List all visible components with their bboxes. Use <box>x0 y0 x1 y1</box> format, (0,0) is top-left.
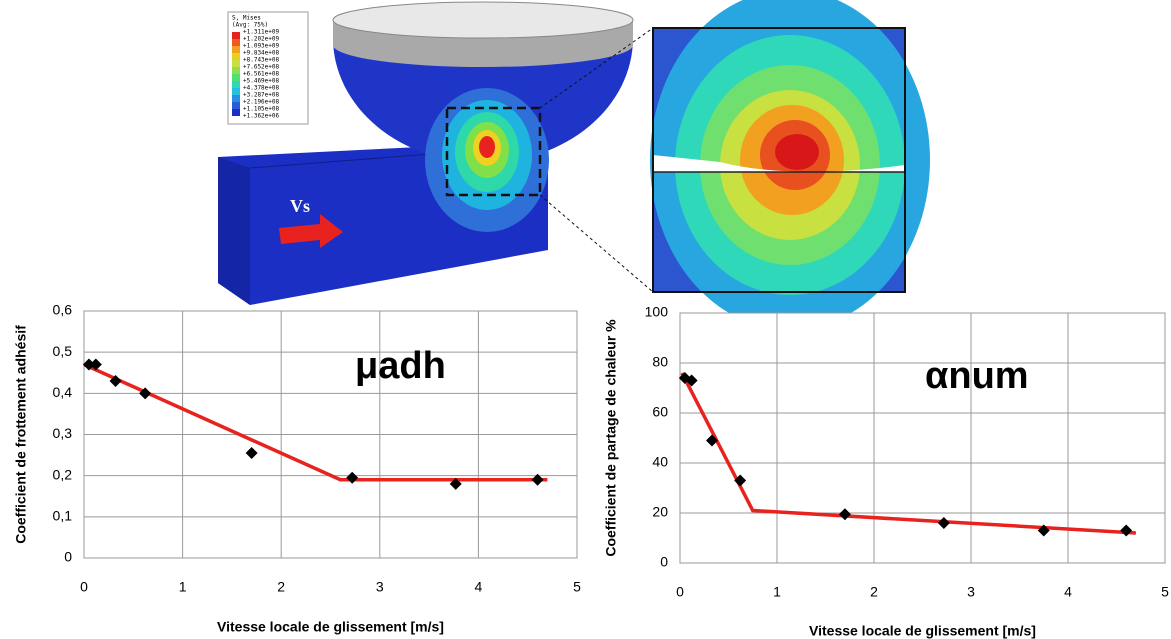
legend-swatch <box>232 60 240 67</box>
legend-value: +1.311e+09 <box>243 29 280 36</box>
y-tick-label: 80 <box>652 354 668 370</box>
legend-value: +1.202e+09 <box>243 36 280 43</box>
workpiece-side <box>218 157 250 305</box>
y-tick-label: 60 <box>652 404 668 420</box>
x-tick-label: 4 <box>1064 584 1072 600</box>
y-axis-label: Coefficient de partage de chaleur % <box>603 319 619 557</box>
legend-swatch <box>232 95 240 102</box>
x-tick-label: 5 <box>1161 584 1169 600</box>
legend-swatch <box>232 109 240 116</box>
legend-swatch <box>232 102 240 109</box>
legend-swatch <box>232 67 240 74</box>
x-tick-label: 5 <box>573 579 581 595</box>
y-tick-label: 0,4 <box>53 384 73 400</box>
x-tick-label: 2 <box>277 579 285 595</box>
y-tick-label: 0,3 <box>53 425 73 441</box>
y-tick-label: 0,5 <box>53 343 73 359</box>
legend-value: +1.093e+09 <box>243 43 280 50</box>
y-tick-label: 20 <box>652 504 668 520</box>
legend-swatch <box>232 53 240 60</box>
legend-value: +6.561e+08 <box>243 71 280 78</box>
x-tick-label: 1 <box>773 584 781 600</box>
legend-swatch <box>232 88 240 95</box>
x-tick-label: 4 <box>475 579 483 595</box>
legend-value: +9.834e+08 <box>243 50 280 57</box>
y-tick-label: 0,1 <box>53 508 73 524</box>
legend-swatch <box>232 46 240 53</box>
annotation: αnum <box>925 355 1029 397</box>
x-tick-label: 0 <box>80 579 88 595</box>
x-tick-label: 2 <box>870 584 878 600</box>
x-axis-label: Vitesse locale de glissement [m/s] <box>217 619 444 635</box>
legend-value: +5.469e+08 <box>243 78 280 85</box>
x-axis-label: Vitesse locale de glissement [m/s] <box>809 623 1036 639</box>
y-tick-label: 0 <box>660 554 668 570</box>
legend-title: (Avg: 75%) <box>232 22 268 29</box>
contour-legend: S, Mises (Avg: 75%) +1.311e+09+1.202e+09… <box>228 12 308 124</box>
legend-value: +4.378e+08 <box>243 85 280 92</box>
legend-value: +8.743e+08 <box>243 57 280 64</box>
figure: Vs S, Mises (Avg: 75%) +1.311e+09+1.202e… <box>0 0 1171 639</box>
y-axis-label: Coefficient de frottement adhésif <box>13 325 29 544</box>
arrow-label: Vs <box>290 196 310 216</box>
x-tick-label: 1 <box>179 579 187 595</box>
plot-area <box>680 313 1165 563</box>
legend-swatch <box>232 81 240 88</box>
legend-swatch <box>232 74 240 81</box>
y-tick-label: 100 <box>645 304 669 320</box>
legend-value: +1.362e+06 <box>243 113 280 120</box>
legend-swatch <box>232 32 240 39</box>
zoom-panel <box>650 0 930 330</box>
annotation: μadh <box>355 345 446 387</box>
zoom-link <box>540 195 653 292</box>
legend-value: +1.105e+08 <box>243 106 280 113</box>
legend-value: +7.652e+08 <box>243 64 280 71</box>
contour <box>775 134 819 170</box>
x-tick-label: 3 <box>376 579 384 595</box>
y-tick-label: 0,6 <box>53 302 73 318</box>
y-tick-label: 40 <box>652 454 668 470</box>
y-tick-label: 0 <box>64 549 72 565</box>
x-tick-label: 0 <box>676 584 684 600</box>
y-tick-label: 0,2 <box>53 466 73 482</box>
tool-top <box>333 2 633 38</box>
x-tick-label: 3 <box>967 584 975 600</box>
fe-illustration: Vs S, Mises (Avg: 75%) +1.311e+09+1.202e… <box>218 0 930 330</box>
contour <box>479 136 495 158</box>
legend-value: +2.196e+08 <box>243 99 280 106</box>
legend-swatch <box>232 39 240 46</box>
legend-title: S, Mises <box>232 15 261 22</box>
legend-value: +3.287e+08 <box>243 92 280 99</box>
